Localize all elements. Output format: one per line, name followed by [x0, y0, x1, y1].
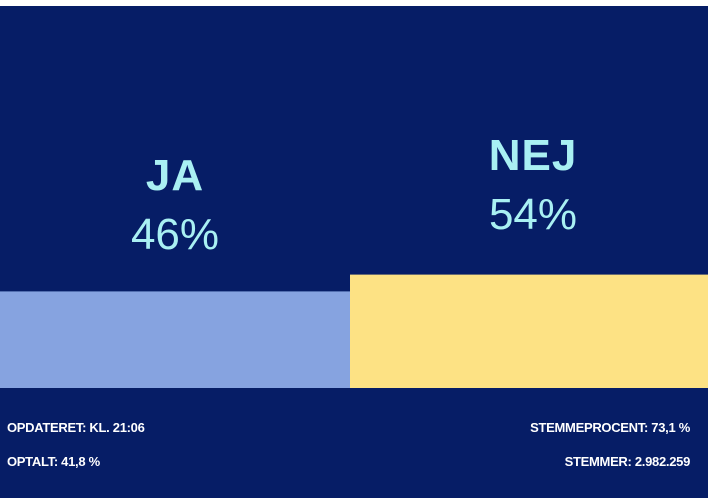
ja-percentage: 46% — [130, 210, 220, 259]
counted-share: OPTALT: 41,8 % — [7, 454, 100, 469]
bar-nej — [350, 274, 708, 388]
bar-ja — [0, 291, 350, 388]
ja-label-block: JA 46% — [0, 148, 350, 262]
referendum-result-panel: JA 46% NEJ 54% OPDATERET: KL. 21:06 OPTA… — [0, 6, 708, 498]
ja-label: JA — [145, 151, 205, 200]
nej-percentage: 54% — [488, 190, 578, 239]
vote-count: STEMMER: 2.982.259 — [564, 454, 691, 469]
nej-label-block: NEJ 54% — [358, 128, 708, 242]
turnout: STEMMEPROCENT: 73,1 % — [530, 420, 690, 435]
updated-time: OPDATERET: KL. 21:06 — [7, 420, 145, 435]
result-bars — [0, 274, 708, 388]
nej-label: NEJ — [488, 131, 578, 180]
